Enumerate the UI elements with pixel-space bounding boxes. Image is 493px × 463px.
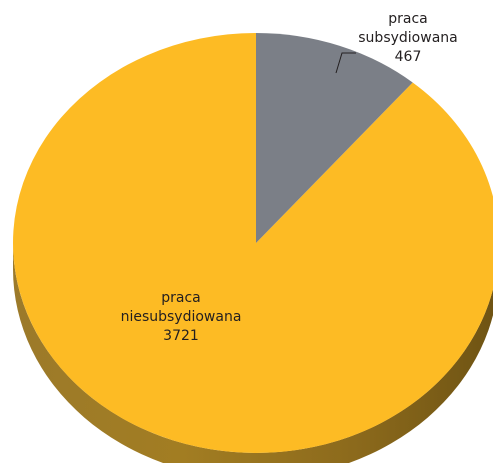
label-subsydiowana: praca subsydiowana 467 [358, 11, 457, 65]
label-leader-line [335, 52, 356, 74]
pie-top [13, 33, 493, 453]
label-niesubsydiowana: praca niesubsydiowana 3721 [121, 290, 242, 344]
pie-labels: praca niesubsydiowana 3721 praca subsydiowan… [121, 11, 458, 344]
pie-slice-subsydiowana [256, 33, 413, 243]
pie-slice-niesubsydiowana [13, 33, 493, 453]
